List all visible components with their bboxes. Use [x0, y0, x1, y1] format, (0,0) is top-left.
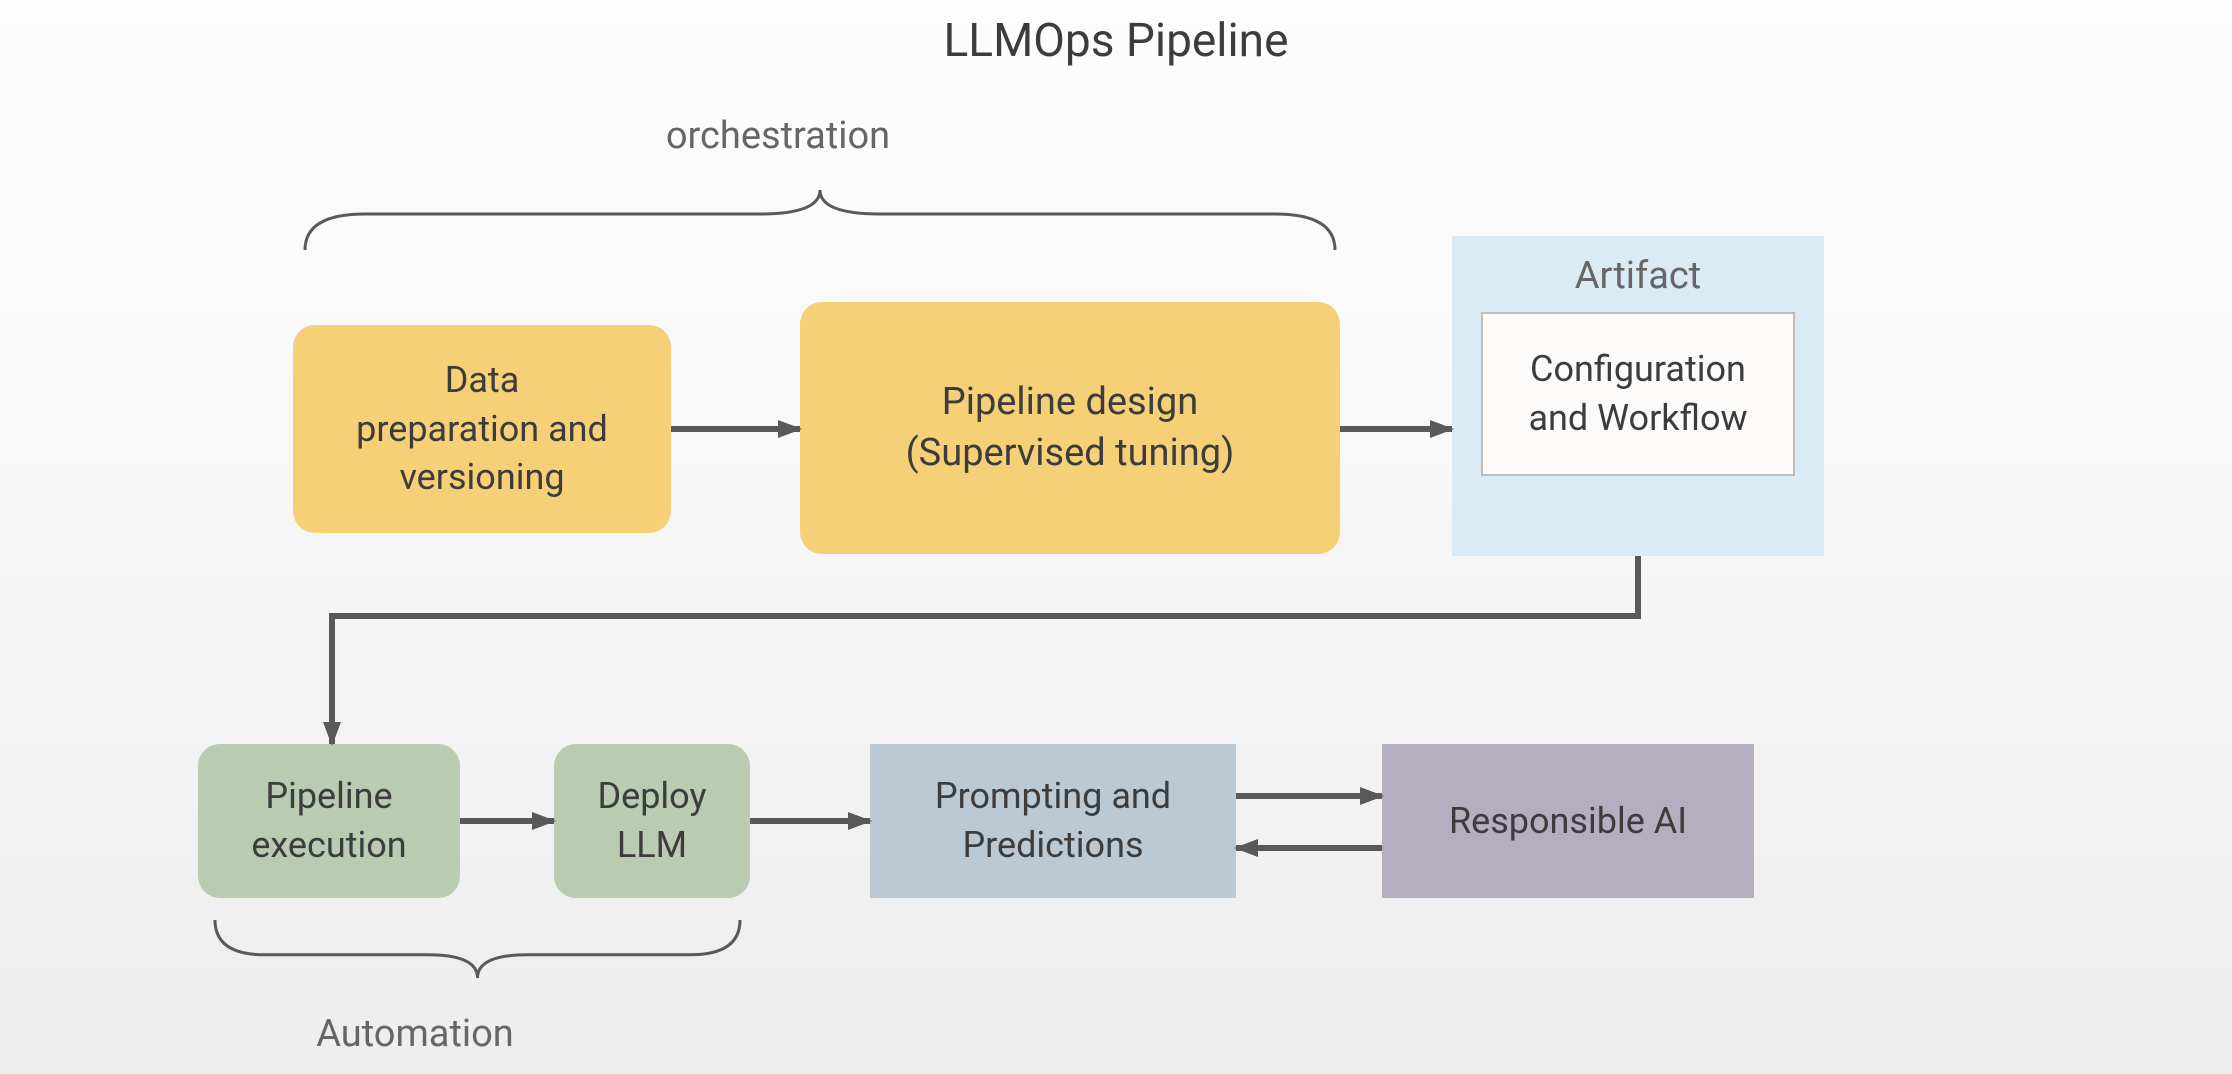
page-title: LLMOps Pipeline: [944, 14, 1289, 68]
box-responsible-ai: Responsible AI: [1382, 744, 1754, 898]
artifact-container: Artifact Configuration and Workflow: [1452, 236, 1824, 556]
artifact-label: Artifact: [1575, 254, 1701, 298]
box-pipeline-execution: Pipeline execution: [198, 744, 460, 898]
orchestration-label: orchestration: [666, 114, 890, 158]
box-configuration-workflow: Configuration and Workflow: [1481, 312, 1795, 476]
box-pipeline-design: Pipeline design (Supervised tuning): [800, 302, 1340, 554]
box-prompting-predictions: Prompting and Predictions: [870, 744, 1236, 898]
automation-label: Automation: [316, 1012, 514, 1056]
box-deploy-llm: Deploy LLM: [554, 744, 750, 898]
box-data-preparation: Data preparation and versioning: [293, 325, 671, 533]
